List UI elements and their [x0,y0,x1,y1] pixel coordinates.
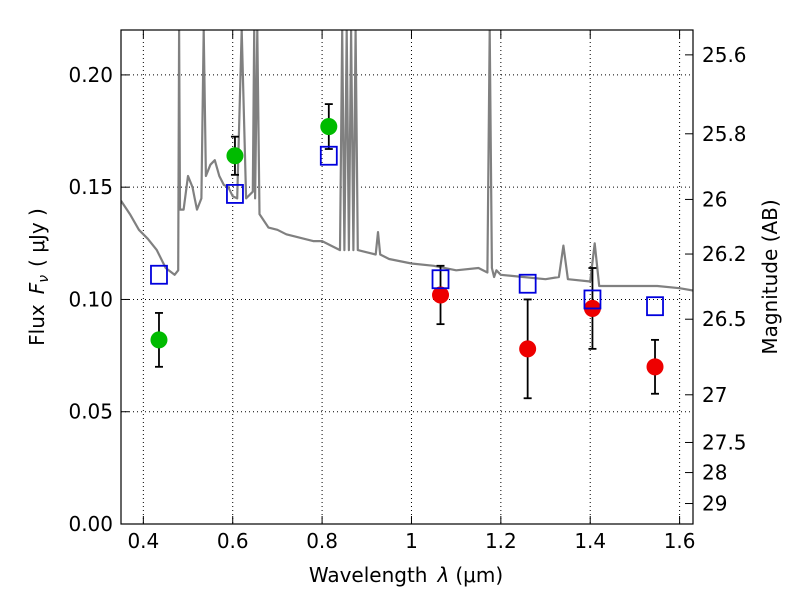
mag-tick-label: 26.5 [702,307,747,331]
model-photometry-square [518,273,537,294]
mag-tick-label: 27 [702,383,727,407]
mag-tick-label: 25.8 [702,122,747,146]
mag-tick-label: 26 [702,187,727,211]
x-tick-label: 0.8 [306,529,338,553]
mag-tick-label: 25.6 [702,43,747,67]
axes: 0.4 0.6 0.8 1 1.2 1.4 1.6 0.00 0.05 0.10 0.15 0.20 2… [68,30,747,553]
model-photometry-square [226,184,244,204]
x-tick-label: 1.6 [664,529,696,553]
y2-axis-label: Magnitude (AB) [758,199,782,354]
y-tick-label: 0.00 [68,512,113,536]
model-photometry-square [431,269,450,290]
green-data-point [320,118,338,136]
y-axis-label: FluxFν( μJy ) [25,208,52,346]
model-photometry-square [319,145,338,166]
red-data-point [432,286,450,304]
data-layer [121,30,693,400]
plot-frame [120,29,694,525]
x-tick-label: 0.6 [217,529,249,553]
mag-tick-label: 26.2 [702,242,747,266]
model-photometry-square [646,296,664,317]
model-spectrum-line [121,30,693,292]
mag-tick-label: 29 [702,492,727,516]
y-tick-label: 0.20 [68,63,113,87]
x-tick-label: 0.4 [127,529,159,553]
x-tick-label: 1 [405,529,418,553]
red-data-point [519,340,537,358]
model-photometry-square [150,264,168,285]
green-data-point [150,331,168,349]
x-tick-label: 1.2 [485,529,517,553]
x-tick-label: 1.4 [574,529,606,553]
y-tick-label: 0.05 [68,400,113,424]
model-photometry-square [583,289,602,310]
mag-tick-label: 27.5 [702,430,747,454]
y-tick-label: 0.10 [68,287,113,311]
red-data-point [646,358,664,376]
green-data-point [226,147,244,165]
mag-tick-label: 28 [702,461,727,485]
grid [121,30,693,525]
x-axis-label: Wavelength λ (μm) [309,563,503,587]
y-tick-label: 0.15 [68,175,113,199]
